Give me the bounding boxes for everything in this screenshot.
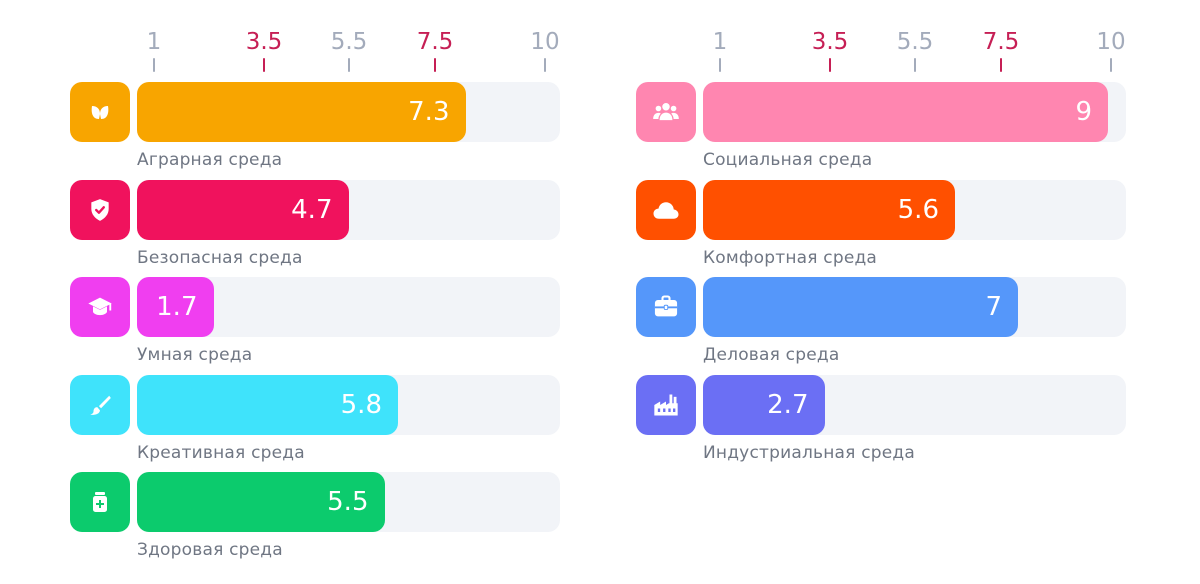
category-label: Индустриальная среда bbox=[703, 442, 915, 463]
bar-value-label: 5.5 bbox=[327, 487, 369, 517]
bar-value-label: 2.7 bbox=[767, 389, 809, 420]
axis-tick-mark bbox=[1110, 58, 1112, 72]
bar: 5.6 bbox=[703, 179, 955, 240]
bar-value-label: 9 bbox=[1075, 97, 1092, 127]
category-label: Здоровая среда bbox=[137, 540, 283, 560]
axis-tick-mark bbox=[544, 58, 546, 72]
category-label: Креативная среда bbox=[137, 442, 305, 463]
axis-tick-label: 10 bbox=[530, 29, 560, 55]
axis-tick: 5.5 bbox=[885, 28, 945, 72]
bar-row: 9 Социальная среда bbox=[636, 82, 1136, 178]
axis-tick-label: 1 bbox=[712, 29, 728, 55]
axis-tick: 10 bbox=[1081, 28, 1141, 72]
chart-left: 1 3.5 5.5 7.5 10 7.3 Аграрная среда 4.7 Безопас… bbox=[70, 0, 570, 584]
axis-tick: 1 bbox=[124, 28, 184, 72]
graduation-cap-icon bbox=[70, 277, 130, 337]
bar-value-label: 1.7 bbox=[156, 292, 198, 322]
bar-value-label: 7 bbox=[985, 292, 1002, 322]
axis-right: 1 3.5 5.5 7.5 10 bbox=[636, 0, 1136, 80]
axis-tick-label: 1 bbox=[146, 29, 162, 55]
category-label: Аграрная среда bbox=[137, 150, 283, 170]
axis-tick-mark bbox=[914, 58, 916, 72]
bar: 9 bbox=[703, 82, 1108, 142]
bar-row: 2.7 Индустриальная среда bbox=[636, 374, 1136, 471]
bar-value-label: 5.8 bbox=[340, 389, 382, 420]
leaf-icon bbox=[70, 82, 130, 142]
factory-icon bbox=[636, 374, 696, 435]
shield-check-icon bbox=[70, 179, 130, 240]
category-label: Безопасная среда bbox=[137, 247, 303, 268]
bar: 7.3 bbox=[137, 82, 466, 142]
people-icon bbox=[636, 82, 696, 142]
axis-tick: 10 bbox=[515, 28, 575, 72]
axis-tick-label: 5.5 bbox=[330, 29, 368, 55]
axis-tick-label: 7.5 bbox=[416, 29, 454, 55]
bar-value-label: 5.6 bbox=[897, 194, 939, 225]
axis-tick: 3.5 bbox=[234, 28, 294, 72]
bar-row: 1.7 Умная среда bbox=[70, 277, 570, 373]
axis-tick-mark bbox=[263, 58, 265, 72]
medicine-bottle-icon bbox=[70, 472, 130, 532]
axis-tick-label: 3.5 bbox=[811, 29, 849, 55]
bar: 5.5 bbox=[137, 472, 385, 532]
bar: 2.7 bbox=[703, 374, 825, 435]
bar-row: 5.8 Креативная среда bbox=[70, 374, 570, 471]
axis-tick: 3.5 bbox=[800, 28, 860, 72]
bar: 7 bbox=[703, 277, 1018, 337]
axis-tick-label: 5.5 bbox=[896, 29, 934, 55]
axis-tick-mark bbox=[829, 58, 831, 72]
axis-tick-mark bbox=[1000, 58, 1002, 72]
category-label: Деловая среда bbox=[703, 345, 840, 365]
cloud-icon bbox=[636, 179, 696, 240]
bar-value-label: 4.7 bbox=[291, 194, 333, 225]
axis-tick-mark bbox=[434, 58, 436, 72]
bar: 5.8 bbox=[137, 374, 398, 435]
axis-tick-label: 10 bbox=[1096, 29, 1126, 55]
axis-tick-label: 3.5 bbox=[245, 29, 283, 55]
axis-left: 1 3.5 5.5 7.5 10 bbox=[70, 0, 570, 80]
axis-tick-mark bbox=[719, 58, 721, 72]
bar-row: 5.6 Комфортная среда bbox=[636, 179, 1136, 276]
axis-tick: 1 bbox=[690, 28, 750, 72]
axis-tick: 7.5 bbox=[405, 28, 465, 72]
bar: 1.7 bbox=[137, 277, 214, 337]
bar-row: 5.5 Здоровая среда bbox=[70, 472, 570, 568]
category-label: Социальная среда bbox=[703, 150, 873, 170]
brush-icon bbox=[70, 374, 130, 435]
bar-row: 7 Деловая среда bbox=[636, 277, 1136, 373]
category-label: Умная среда bbox=[137, 345, 253, 365]
bar-row: 7.3 Аграрная среда bbox=[70, 82, 570, 178]
axis-tick: 7.5 bbox=[971, 28, 1031, 72]
axis-tick-mark bbox=[348, 58, 350, 72]
bar: 4.7 bbox=[137, 179, 349, 240]
bar-value-label: 7.3 bbox=[408, 97, 450, 127]
axis-tick-label: 7.5 bbox=[982, 29, 1020, 55]
bar-row: 4.7 Безопасная среда bbox=[70, 179, 570, 276]
axis-tick: 5.5 bbox=[319, 28, 379, 72]
briefcase-icon bbox=[636, 277, 696, 337]
category-label: Комфортная среда bbox=[703, 247, 878, 268]
chart-right: 1 3.5 5.5 7.5 10 9 Социальная среда 5.6 Комфорт… bbox=[636, 0, 1136, 584]
axis-tick-mark bbox=[153, 58, 155, 72]
